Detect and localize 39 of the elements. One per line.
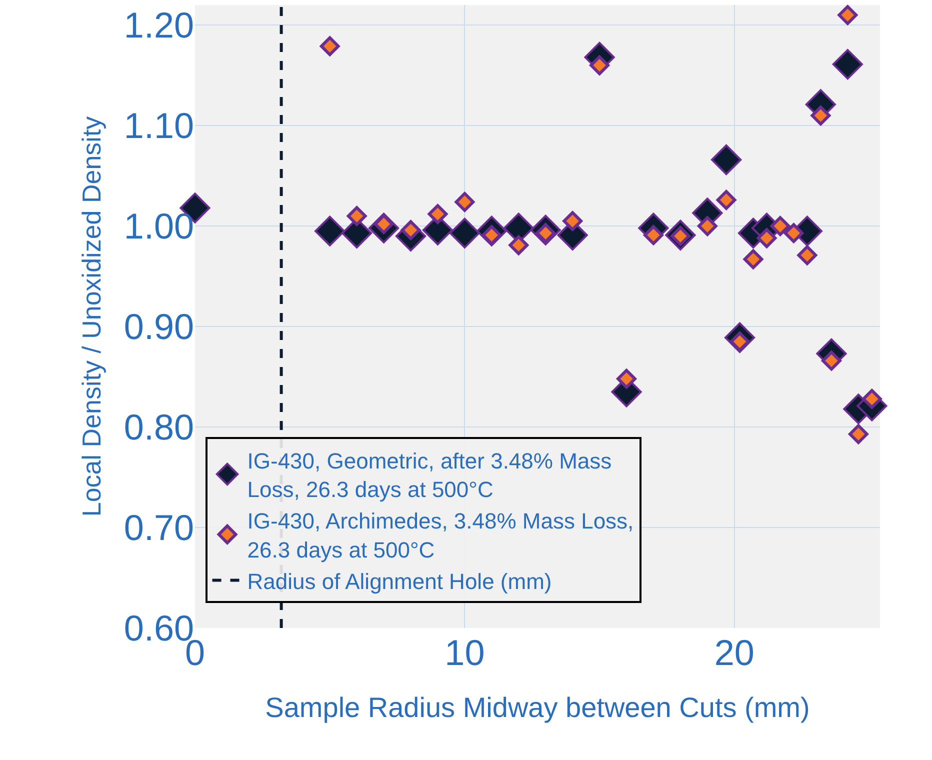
point: [346, 206, 367, 226]
x-tick-label: 10: [444, 632, 485, 673]
point: [716, 190, 736, 210]
x-axis-title: Sample Radius Midway between Cuts (mm): [265, 692, 810, 724]
point: [743, 249, 764, 270]
y-tick-label: 0.70: [124, 507, 194, 548]
point: [644, 225, 664, 246]
y-tick-label: 1.00: [124, 206, 194, 247]
point: [428, 204, 448, 224]
point: [562, 211, 583, 231]
point: [770, 216, 790, 236]
y-axis-title: Local Density / Unoxidized Density: [76, 116, 106, 517]
point: [810, 106, 831, 126]
point: [848, 424, 868, 444]
point: [320, 36, 340, 56]
ref-line-label: Radius of Alignment Hole (mm): [247, 568, 552, 594]
point: [862, 388, 882, 409]
point: [832, 48, 863, 80]
point: [400, 220, 421, 240]
x-tick-label: 20: [714, 632, 754, 673]
legend-label: IG-430, Archimedes, 3.48% Mass Loss, 26.3 days at 500°C: [247, 508, 634, 562]
point: [454, 192, 475, 212]
y-tick-label: 0.80: [124, 406, 194, 448]
point: [314, 216, 346, 246]
point: [784, 223, 804, 244]
point: [508, 235, 529, 256]
y-tick-label: 1.20: [124, 4, 194, 46]
y-tick-label: 0.90: [124, 306, 194, 348]
point: [838, 5, 858, 25]
point: [590, 55, 610, 76]
point: [756, 228, 777, 248]
point: [822, 350, 842, 371]
point: [797, 245, 818, 266]
legend-label: IG-430, Geometric, after 3.48% Mass Loss, 26.3 days at 500°C: [247, 448, 612, 502]
point: [697, 216, 718, 236]
point: [449, 218, 480, 248]
point: [616, 368, 636, 389]
y-tick-label: 1.10: [124, 105, 194, 146]
point: [710, 144, 742, 176]
